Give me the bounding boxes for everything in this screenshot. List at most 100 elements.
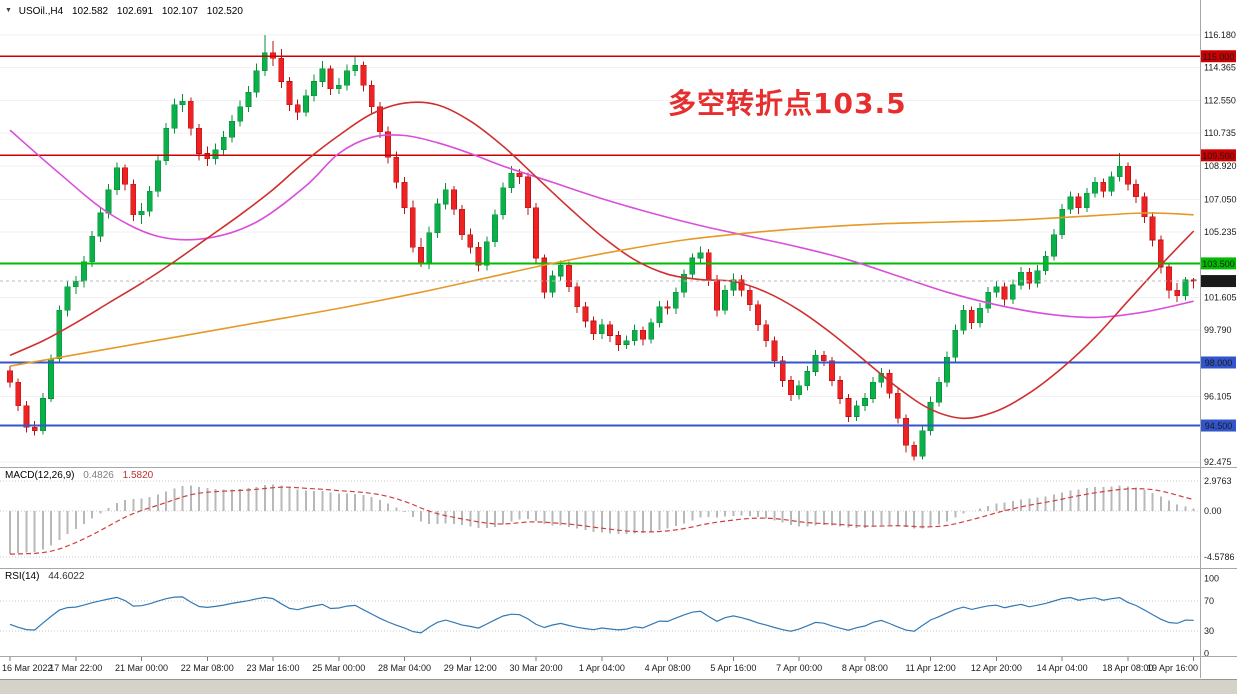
chart-collapse-icon[interactable]: ▼: [5, 7, 12, 14]
price-badge: [1201, 149, 1236, 162]
candle-body: [861, 398, 868, 407]
candle-body: [1018, 272, 1024, 286]
ma-magenta-line: [9, 129, 1194, 319]
candle-body: [64, 286, 71, 311]
macd-axis-label: -4.5786: [1204, 552, 1235, 562]
candle-body: [187, 100, 194, 129]
price-axis-label: 110.735: [1204, 128, 1236, 138]
candle-body: [598, 324, 605, 334]
candle-body: [664, 306, 671, 309]
ma-red-line: [9, 101, 1195, 420]
candle-body: [401, 182, 408, 208]
rsi-panel[interactable]: [0, 596, 1200, 634]
macd-panel[interactable]: [0, 480, 1200, 558]
candle-body: [23, 405, 30, 428]
price-badge-label: 94.500: [1205, 421, 1233, 431]
quote-open: 102.582: [71, 6, 109, 17]
candle-body: [1157, 239, 1164, 268]
candle-body: [138, 210, 145, 216]
candle-body: [738, 279, 745, 291]
candle-body: [253, 70, 260, 93]
candle-body: [204, 153, 211, 160]
candle-body: [607, 324, 613, 336]
price-badge: [1201, 419, 1236, 432]
candle-body: [714, 279, 720, 311]
candle-body: [1116, 165, 1123, 178]
symbol-info-line: ▼ USOil.,H4 102.582 102.691 102.107 102.…: [5, 6, 249, 17]
candle-body: [434, 203, 441, 234]
price-axis[interactable]: 116.180 114.365 112.550 110.735 108.920 107.0…: [1201, 30, 1237, 659]
time-axis-label: 18 Apr 08:00: [1102, 663, 1153, 673]
candle-body: [985, 291, 992, 309]
price-axis-label: 105.235: [1204, 227, 1237, 237]
candle-body: [286, 81, 293, 106]
candle-body: [1190, 279, 1197, 282]
quote-close: 102.520: [206, 6, 243, 17]
candle-body: [681, 273, 687, 293]
rsi-value: 44.6022: [48, 571, 85, 582]
rsi-name: RSI(14): [5, 571, 40, 582]
price-badge-label: 109.500: [1202, 151, 1235, 161]
candle-body: [352, 64, 359, 71]
candle-body: [1067, 196, 1074, 210]
candle-body: [122, 167, 128, 185]
candle-body: [163, 128, 170, 162]
candle-body: [1001, 286, 1008, 300]
time-axis-label: 16 Mar 2022: [2, 663, 53, 673]
price-axis-label: 114.365: [1204, 63, 1236, 73]
candle-body: [927, 401, 934, 432]
candle-body: [237, 106, 244, 122]
time-axis-label: 30 Mar 20:00: [510, 663, 563, 673]
candle-body: [697, 252, 704, 259]
symbol-period-label: USOil.,H4: [18, 6, 64, 17]
candle-body: [303, 95, 309, 113]
candle-body: [220, 137, 227, 151]
candle-body: [705, 252, 712, 280]
candle-body: [212, 149, 219, 160]
candle-body: [549, 275, 556, 293]
candle-body: [656, 306, 663, 324]
candle-body: [130, 183, 137, 216]
candle-body: [500, 187, 507, 216]
candle-body: [426, 232, 433, 264]
candle-body: [524, 176, 531, 208]
price-badge: [1201, 257, 1236, 270]
candle-body: [829, 360, 835, 381]
macd-axis-label: 0.00: [1204, 506, 1222, 516]
candle-body: [335, 84, 342, 89]
candle-body: [944, 356, 950, 383]
price-badge-label: 115.000: [1203, 52, 1235, 62]
window-bottom-bar: [0, 679, 1237, 694]
main-chart-panel[interactable]: [0, 34, 1200, 463]
candle-body: [870, 381, 876, 399]
candle-body: [450, 189, 457, 210]
time-axis-label: 1 Apr 04:00: [579, 663, 625, 673]
time-axis-label: 4 Apr 08:00: [645, 663, 691, 673]
candle-body: [853, 405, 860, 417]
ma-orange-line: [9, 212, 1194, 367]
rsi-axis-label: 100: [1204, 574, 1219, 584]
candle-body: [1182, 279, 1189, 297]
candle-body: [615, 335, 622, 345]
chart-annotation-text: 多空转折点103.5: [668, 87, 907, 120]
price-badge-label: 98.000: [1205, 358, 1233, 368]
candle-body: [261, 52, 268, 71]
candle-body: [960, 309, 967, 331]
candle-body: [903, 418, 909, 446]
candle-body: [968, 309, 975, 324]
candle-body: [146, 191, 153, 212]
candle-body: [566, 264, 572, 288]
candle-body: [311, 81, 318, 97]
candle-body: [344, 70, 350, 86]
candle-body: [467, 234, 474, 248]
candle-body: [746, 290, 753, 306]
price-axis-label: 99.790: [1204, 325, 1232, 335]
candle-body: [15, 381, 22, 407]
candle-body: [672, 291, 679, 309]
candle-body: [245, 91, 252, 107]
candle-body: [845, 398, 852, 417]
candle-body: [1083, 192, 1090, 208]
price-axis-label: 101.605: [1204, 293, 1237, 303]
